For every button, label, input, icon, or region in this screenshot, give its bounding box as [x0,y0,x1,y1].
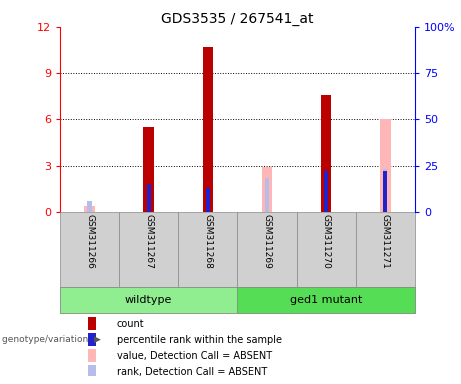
Bar [89,349,96,362]
Title: GDS3535 / 267541_at: GDS3535 / 267541_at [161,12,313,26]
Text: rank, Detection Call = ABSENT: rank, Detection Call = ABSENT [117,367,267,377]
Bar [383,169,387,212]
Bar [383,171,387,212]
Bar [60,287,237,313]
Bar [296,212,356,287]
Bar [237,212,296,287]
Bar [321,94,331,212]
Bar [84,206,95,212]
Bar [89,333,96,346]
Bar [202,47,213,212]
Bar [60,212,119,287]
Bar [119,212,178,287]
Text: GSM311267: GSM311267 [144,214,153,269]
Bar [178,212,237,287]
Bar [356,212,415,287]
Text: GSM311268: GSM311268 [203,214,213,269]
Text: count: count [117,319,144,329]
Text: GSM311270: GSM311270 [322,214,331,269]
Bar [237,287,415,313]
Text: wildtype: wildtype [125,295,172,305]
Text: value, Detection Call = ABSENT: value, Detection Call = ABSENT [117,351,272,361]
Bar [380,119,390,212]
Text: ged1 mutant: ged1 mutant [290,295,362,305]
Bar [265,179,269,212]
Bar [262,167,272,212]
Bar [88,200,92,212]
Bar [206,188,210,212]
Text: percentile rank within the sample: percentile rank within the sample [117,335,282,345]
Text: genotype/variation  ▶: genotype/variation ▶ [2,335,101,344]
Bar [147,184,151,212]
Text: GSM311271: GSM311271 [381,214,390,269]
Text: GSM311269: GSM311269 [262,214,272,269]
Bar [324,171,328,212]
Bar [143,127,154,212]
Bar [89,365,96,377]
Bar [89,317,96,330]
Text: GSM311266: GSM311266 [85,214,94,269]
